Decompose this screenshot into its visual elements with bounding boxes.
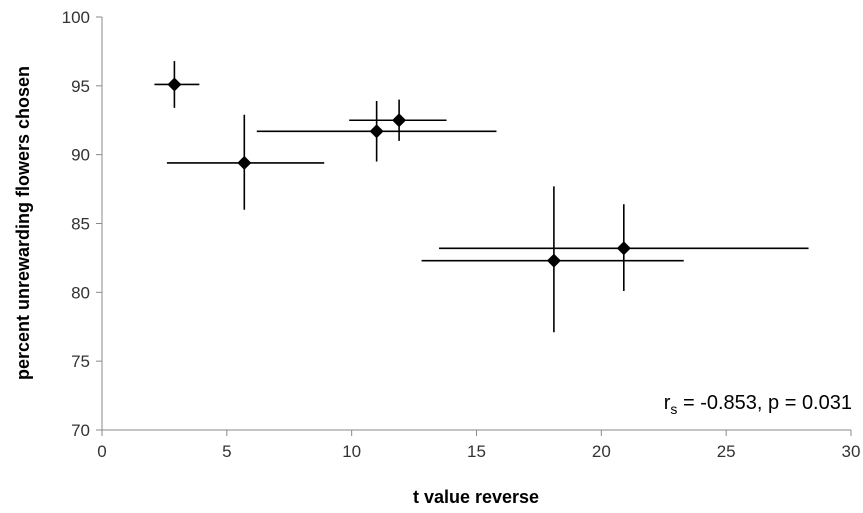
data-point-marker	[616, 241, 631, 256]
x-tick-label: 15	[467, 442, 486, 461]
x-tick-label: 25	[717, 442, 736, 461]
annotation-subscript: s	[670, 401, 677, 417]
y-tick-label: 95	[71, 77, 90, 96]
y-tick-label: 100	[62, 8, 90, 27]
x-tick-label: 30	[842, 442, 861, 461]
x-tick-label: 20	[592, 442, 611, 461]
data-point-marker	[546, 253, 561, 268]
x-tick-label: 5	[222, 442, 231, 461]
y-axis-title: percent unrewarding flowers chosen	[13, 66, 33, 380]
y-tick-label: 75	[71, 352, 90, 371]
annotation-text: = -0.853, p = 0.031	[677, 392, 852, 414]
x-tick-label: 10	[342, 442, 361, 461]
y-tick-label: 85	[71, 215, 90, 234]
correlation-annotation: rs = -0.853, p = 0.031	[664, 392, 852, 417]
y-tick-label: 70	[71, 421, 90, 440]
x-tick-label: 0	[97, 442, 106, 461]
data-point-marker	[167, 77, 182, 92]
y-tick-label: 80	[71, 283, 90, 302]
y-tick-label: 90	[71, 146, 90, 165]
data-point-marker	[392, 113, 407, 128]
data-point-marker	[237, 155, 252, 170]
annotation-symbol: r	[664, 392, 671, 414]
data-point-marker	[369, 124, 384, 139]
x-axis-title: t value reverse	[413, 487, 539, 507]
